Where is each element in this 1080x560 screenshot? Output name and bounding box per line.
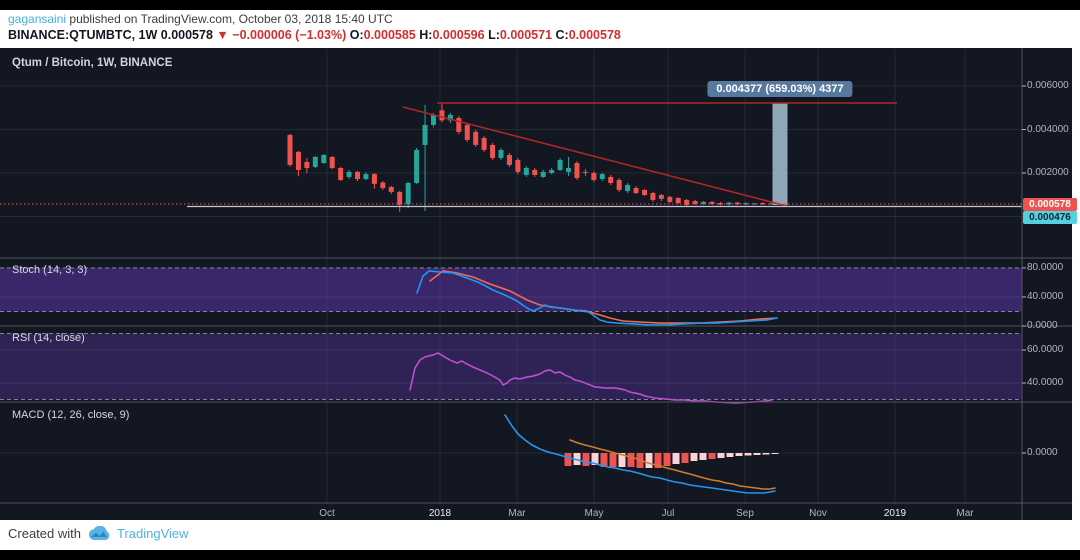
price-axis-tick: 0.006000: [1027, 80, 1069, 91]
author-link[interactable]: gagansaini: [8, 12, 67, 26]
price-axis-tick: 0.002000: [1027, 167, 1069, 178]
low-label: L:: [488, 28, 500, 42]
macd-histogram: [564, 453, 779, 468]
stoch-band: [0, 267, 1022, 312]
hline-price-tag: 0.000476: [1023, 211, 1077, 224]
macd-panel-label[interactable]: MACD (12, 26, close, 9): [12, 409, 130, 421]
high-value: 0.000596: [432, 28, 485, 42]
chart-title: Qtum / Bitcoin, 1W, BINANCE: [12, 57, 173, 69]
measure-tool-label[interactable]: 0.004377 (659.03%) 4377: [707, 81, 853, 97]
open-value: 0.000585: [363, 28, 416, 42]
stoch-axis-tick: 0.0000: [1027, 320, 1058, 331]
macd-line: [504, 414, 776, 494]
created-with-text: Created with: [8, 526, 81, 541]
time-axis-month-label: Mar: [508, 508, 526, 519]
close-label: C:: [555, 28, 569, 42]
time-axis-year-label: 2018: [428, 508, 452, 519]
stoch-k-line: [416, 270, 778, 326]
stoch-axis-tick: 40.0000: [1027, 290, 1064, 302]
time-axis-month-label: May: [584, 508, 604, 519]
footer: Created with TradingView: [0, 520, 1080, 550]
macd-axis-tick: 0.0000: [1027, 447, 1058, 458]
stoch-axis-tick: 80.0000: [1027, 261, 1064, 273]
time-axis-month-label: Oct: [319, 508, 335, 519]
bottom-black-bar: [0, 550, 1080, 560]
close-value: 0.000578: [568, 28, 621, 42]
symbol-ohlc-line: BINANCE:QTUMBTC, 1W 0.000578 ▼ −0.000006…: [8, 28, 621, 42]
rsi-panel-label[interactable]: RSI (14, close): [12, 332, 85, 344]
open-label: O:: [349, 28, 364, 42]
high-label: H:: [419, 28, 433, 42]
top-black-bar: [0, 0, 1080, 10]
tradingview-cloud-icon: [88, 526, 110, 540]
time-axis-year-label: 2019: [883, 508, 907, 519]
down-arrow-icon: ▼: [216, 28, 229, 42]
change-value: −0.000006 (−1.03%): [232, 28, 347, 42]
publish-info-line: gagansaini published on TradingView.com,…: [8, 12, 393, 26]
time-axis-month-label: Nov: [809, 508, 827, 519]
symbol-name: BINANCE:QTUMBTC, 1W: [8, 28, 158, 42]
macd-signal-line: [569, 439, 776, 490]
price-axis-tick: 0.004000: [1027, 123, 1069, 135]
rsi-band: [0, 333, 1022, 400]
publish-header: gagansaini published on TradingView.com,…: [0, 10, 1080, 48]
stoch-panel-label[interactable]: Stoch (14, 3, 3): [12, 264, 88, 276]
tradingview-link[interactable]: TradingView: [116, 526, 189, 541]
chart-area[interactable]: Qtum / Bitcoin, 1W, BINANCE Stoch (14, 3…: [0, 48, 1077, 520]
time-axis-month-label: Mar: [956, 508, 974, 519]
candlestick-series: [287, 102, 774, 212]
rsi-axis-tick: 40.0000: [1027, 377, 1064, 388]
rsi-line: [409, 352, 773, 404]
time-axis-month-label: Sep: [736, 508, 754, 519]
measure-bar[interactable]: [772, 103, 788, 205]
chart-canvas[interactable]: [0, 48, 1072, 520]
time-axis-month-label: Jul: [661, 508, 675, 519]
low-value: 0.000571: [499, 28, 553, 42]
last-price: 0.000578: [160, 28, 213, 42]
last-price-tag: 0.000578: [1023, 197, 1077, 211]
published-text: published on TradingView.com, October 03…: [69, 12, 393, 26]
rsi-axis-tick: 60.0000: [1027, 344, 1064, 355]
descending-trendline[interactable]: [402, 106, 788, 207]
